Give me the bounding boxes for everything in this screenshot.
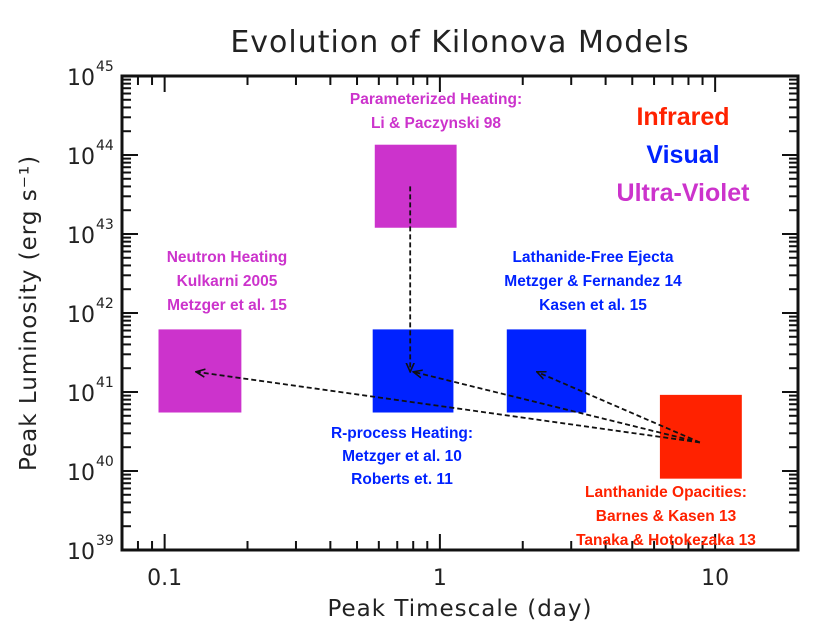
box-neutron-heating (158, 329, 242, 413)
y-tick-exponent: 44 (96, 138, 114, 154)
y-tick-base: 10 (67, 303, 95, 328)
annotation-5: Lanthanide Opacities: Barnes & Kasen 13 Ta… (576, 484, 756, 549)
y-tick-base: 10 (67, 382, 95, 407)
y-tick-exponent: 42 (96, 296, 114, 312)
annotations: Parameterized Heating: Li & Paczynski 98 N… (167, 91, 757, 549)
y-tick-exponent: 40 (96, 454, 114, 470)
x-axis-label: Peak Timescale (day) (327, 596, 592, 622)
y-axis-label: Peak Luminosity (erg s⁻¹) (16, 155, 42, 471)
annotation-line: Metzger et al. 10 (342, 448, 462, 465)
annotation-2: Neutron Heating Kulkarni 2005 Metzger et a… (167, 249, 288, 314)
annotation-line: Roberts et. 11 (351, 471, 453, 488)
chart-title: Evolution of Kilonova Models (230, 25, 689, 60)
x-tick-label: 1 (433, 566, 447, 591)
annotation-line: R-process Heating: (331, 425, 473, 442)
plot-area (120, 74, 800, 552)
annotation-line: Parameterized Heating: (350, 91, 522, 108)
y-tick-label: 10 45 (67, 59, 114, 91)
y-tick-base: 10 (67, 461, 95, 486)
evolution-arrows (196, 186, 701, 444)
annotation-line: Neutron Heating (167, 249, 288, 266)
y-tick-exponent: 39 (96, 533, 114, 549)
annotation-line: Kasen et al. 15 (539, 297, 647, 314)
annotation-4: R-process Heating: Metzger et al. 10 Rober… (331, 425, 473, 488)
x-tick-label: 10 (701, 566, 729, 591)
annotation-line: Metzger & Fernandez 14 (504, 273, 682, 290)
y-tick-exponent: 41 (96, 375, 114, 391)
y-tick-label: 10 41 (67, 375, 114, 407)
legend: Infrared Visual Ultra-Violet (617, 103, 751, 207)
annotation-line: Barnes & Kasen 13 (596, 508, 737, 525)
annotation-line: Li & Paczynski 98 (371, 115, 501, 132)
x-tick-label: 0.1 (147, 566, 182, 591)
arrow-2 (413, 372, 701, 444)
y-tick-label: 10 39 (67, 533, 114, 565)
annotation-line: Tanaka & Hotokezaka 13 (576, 532, 756, 549)
annotation-1: Parameterized Heating: Li & Paczynski 98 (350, 91, 522, 132)
arrow-4 (196, 372, 700, 444)
annotation-line: Metzger et al. 15 (167, 297, 287, 314)
box-lanthanide-free-ejecta (506, 329, 587, 413)
y-tick-label: 10 40 (67, 454, 114, 486)
legend-entry: Infrared (636, 103, 729, 131)
box-r-process-heating (372, 329, 454, 413)
annotation-line: Lathanide-Free Ejecta (512, 249, 673, 266)
y-tick-base: 10 (67, 540, 95, 565)
box-parameterized-heating (374, 144, 457, 228)
y-tick-base: 10 (67, 224, 95, 249)
y-tick-base: 10 (67, 66, 95, 91)
y-tick-exponent: 43 (96, 217, 114, 233)
y-tick-base: 10 (67, 145, 95, 170)
axis-ticks (121, 76, 799, 551)
y-tick-label: 10 43 (67, 217, 114, 249)
legend-entry: Visual (646, 141, 719, 169)
annotation-line: Lanthanide Opacities: (585, 484, 747, 501)
arrow-3 (537, 372, 701, 444)
annotation-line: Kulkarni 2005 (177, 273, 278, 290)
y-tick-label: 10 44 (67, 138, 114, 170)
annotation-3: Lathanide-Free Ejecta Metzger & Fernandez… (504, 249, 682, 314)
box-lanthanide-opacities (659, 394, 742, 479)
y-tick-exponent: 45 (96, 59, 114, 75)
y-tick-label: 10 42 (67, 296, 114, 328)
legend-entry: Ultra-Violet (617, 179, 751, 207)
x-tick-labels: 0.1 1 10 (147, 566, 729, 591)
